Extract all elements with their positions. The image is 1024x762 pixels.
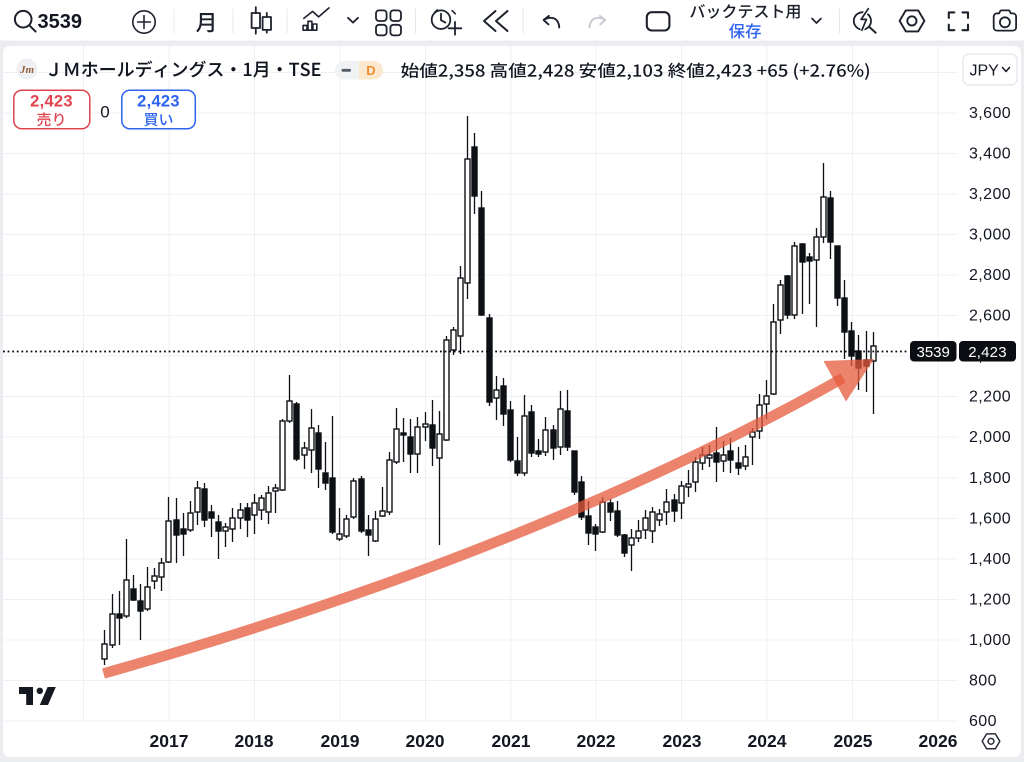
svg-text:3,600: 3,600	[969, 105, 1011, 122]
svg-text:600: 600	[969, 713, 997, 730]
svg-text:2020: 2020	[406, 731, 445, 751]
svg-text:1,600: 1,600	[969, 510, 1011, 527]
svg-text:3,000: 3,000	[969, 227, 1011, 244]
svg-text:1,400: 1,400	[969, 551, 1011, 568]
svg-text:2021: 2021	[492, 731, 531, 751]
svg-text:2017: 2017	[150, 731, 189, 751]
svg-text:2,423: 2,423	[30, 93, 73, 111]
svg-text:2,423: 2,423	[137, 93, 180, 111]
svg-text:1,000: 1,000	[969, 632, 1011, 649]
svg-text:3,400: 3,400	[969, 146, 1011, 163]
svg-text:2,600: 2,600	[969, 308, 1011, 325]
svg-text:JPY: JPY	[970, 63, 1000, 80]
svg-text:2024: 2024	[748, 731, 787, 751]
svg-text:D: D	[366, 63, 375, 78]
svg-text:2022: 2022	[577, 731, 616, 751]
svg-text:2,423: 2,423	[968, 344, 1007, 361]
svg-text:2018: 2018	[235, 731, 274, 751]
svg-text:2,800: 2,800	[969, 267, 1011, 284]
svg-text:2,200: 2,200	[969, 389, 1011, 406]
svg-text:2023: 2023	[663, 731, 702, 751]
svg-text:2019: 2019	[321, 731, 360, 751]
svg-text:0: 0	[100, 103, 109, 122]
svg-text:3,200: 3,200	[969, 186, 1011, 203]
svg-text:1,200: 1,200	[969, 591, 1011, 608]
svg-text:2025: 2025	[834, 731, 873, 751]
svg-text:1,800: 1,800	[969, 470, 1011, 487]
svg-text:Jm: Jm	[19, 64, 35, 76]
svg-text:800: 800	[969, 672, 997, 689]
svg-text:3539: 3539	[917, 344, 950, 361]
svg-text:2,000: 2,000	[969, 429, 1011, 446]
svg-text:3539: 3539	[38, 11, 83, 33]
svg-text:2026: 2026	[919, 731, 958, 751]
